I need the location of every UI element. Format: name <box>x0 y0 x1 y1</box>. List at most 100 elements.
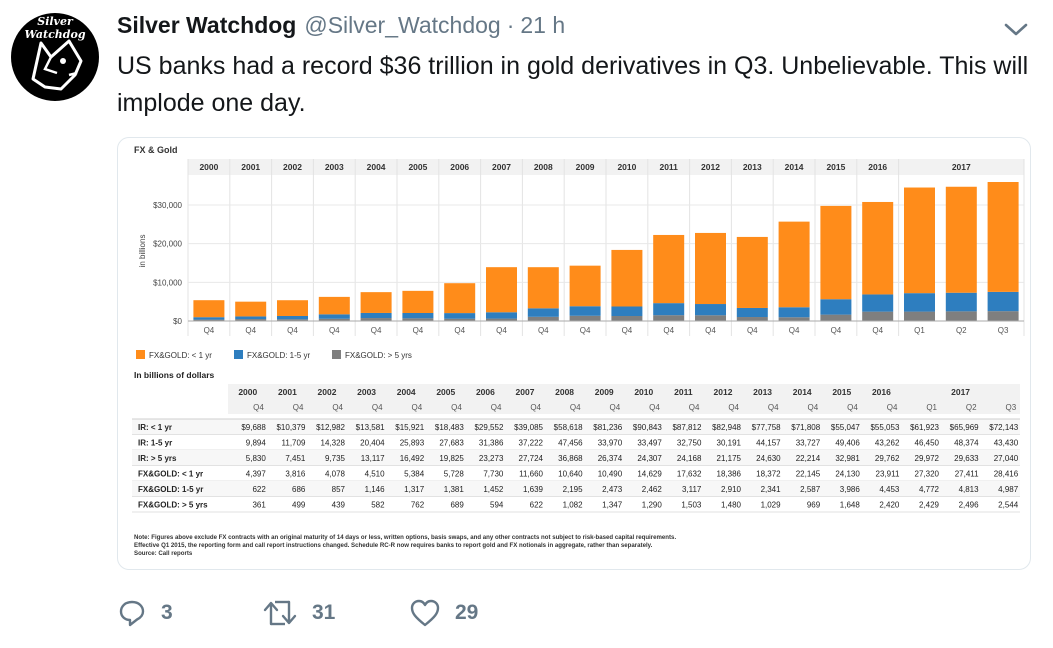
table-cell: $13,581 <box>356 423 385 432</box>
table-cell: 4,453 <box>879 485 900 494</box>
legend-label: FX&GOLD: 1-5 yr <box>247 351 310 360</box>
table-cell: 24,630 <box>756 454 781 463</box>
table-cell: 28,416 <box>994 470 1019 479</box>
table-cell: $72,143 <box>989 423 1018 432</box>
quarter-label: Q2 <box>956 326 967 335</box>
table-cell: 20,404 <box>360 439 385 448</box>
table-cell: 11,660 <box>519 470 543 479</box>
chevron-down-icon[interactable] <box>1003 22 1029 38</box>
table-cell: 686 <box>292 485 306 494</box>
retweet-button[interactable]: 31 <box>262 596 335 630</box>
year-label: 2010 <box>617 162 636 172</box>
like-button[interactable]: 29 <box>409 596 478 630</box>
bar-segment <box>695 232 726 305</box>
table-cell: 4,510 <box>365 470 386 479</box>
separator-dot: · <box>506 12 515 38</box>
table-year-header: 2017 <box>951 387 970 397</box>
table-cell: 26,374 <box>598 454 623 463</box>
table-cell: $71,808 <box>791 423 820 432</box>
display-name[interactable]: Silver Watchdog <box>117 12 297 38</box>
table-cell: $61,923 <box>910 423 939 432</box>
bar-segment <box>193 300 225 318</box>
table-cell: 857 <box>332 485 346 494</box>
quarter-label: Q4 <box>287 326 298 335</box>
quarter-label: Q4 <box>831 326 842 335</box>
table-year-header: 2007 <box>516 387 535 397</box>
quarter-label: Q4 <box>245 326 256 335</box>
table-year-header: 2003 <box>357 387 376 397</box>
table-cell: $18,483 <box>435 423 464 432</box>
table-cell: 10,640 <box>558 470 583 479</box>
bar-segment <box>235 301 267 317</box>
table-cell: 2,420 <box>879 501 900 510</box>
table-title: In billions of dollars <box>134 370 215 380</box>
table-cell: $29,552 <box>474 423 503 432</box>
bar-segment <box>987 182 1019 292</box>
table-quarter-header: Q4 <box>689 403 700 412</box>
table-year-header: 2013 <box>753 387 772 397</box>
bar-segment <box>527 267 559 309</box>
bar-segment <box>569 315 601 321</box>
user-handle[interactable]: @Silver_Watchdog <box>304 12 501 38</box>
table-row-label: IR: > 5 yrs <box>138 454 177 463</box>
bar-segment <box>193 319 225 321</box>
table-cell: 31,386 <box>479 439 504 448</box>
table-cell: 27,724 <box>519 454 544 463</box>
bar-segment <box>945 311 977 321</box>
tweet-media-card[interactable]: FX & Gold 2000 2001 2002 2003 2004 2005 2006 200… <box>117 137 1031 570</box>
table-cell: 2,910 <box>721 485 742 494</box>
table-year-header: 2001 <box>278 387 297 397</box>
table-cell: 762 <box>411 501 425 510</box>
retweet-count: 31 <box>312 601 336 624</box>
bar-segment <box>569 265 601 307</box>
timestamp[interactable]: 21 h <box>520 12 566 38</box>
bar-segment <box>235 316 267 320</box>
quarter-label: Q1 <box>914 326 925 335</box>
bar-segment <box>360 318 392 321</box>
bar-segment <box>611 306 643 317</box>
avatar[interactable]: Silver Watchdog <box>11 13 99 101</box>
bar-segment <box>193 317 225 320</box>
table-cell: 1,648 <box>840 501 861 510</box>
table-row-label: IR: < 1 yr <box>138 423 172 432</box>
bar-segment <box>402 318 434 321</box>
year-label: 2008 <box>534 162 553 172</box>
table-cell: 18,386 <box>717 470 742 479</box>
table-cell: 9,735 <box>325 454 346 463</box>
tweet-text: US banks had a record $36 trillion in go… <box>117 52 1029 117</box>
bar-segment <box>862 311 894 321</box>
table-year-header: 2009 <box>595 387 614 397</box>
table-cell: 622 <box>530 501 544 510</box>
y-axis-label: in billions <box>138 235 147 268</box>
table-cell: 439 <box>332 501 346 510</box>
table-cell: 22,214 <box>796 454 821 463</box>
y-tick-label: $30,000 <box>153 201 182 210</box>
quarter-label: Q4 <box>454 326 465 335</box>
table-year-header: 2005 <box>436 387 455 397</box>
table-cell: $9,688 <box>241 423 266 432</box>
bar-segment <box>862 201 894 295</box>
quarter-label: Q3 <box>998 326 1009 335</box>
table-cell: 11,709 <box>282 439 306 448</box>
year-label: 2012 <box>701 162 720 172</box>
quarter-label: Q4 <box>705 326 716 335</box>
table-cell: 3,986 <box>840 485 861 494</box>
reply-button[interactable]: 3 <box>117 596 173 630</box>
bar-segment <box>695 315 726 321</box>
year-label: 2009 <box>576 162 595 172</box>
table-row-label: FX&GOLD: > 5 yrs <box>138 501 208 510</box>
table-cell: 36,868 <box>558 454 583 463</box>
table-cell: 24,130 <box>835 470 860 479</box>
y-tick-label: $0 <box>173 317 182 326</box>
table-year-header: 2008 <box>555 387 574 397</box>
table-cell: 21,175 <box>717 454 742 463</box>
table-cell: 30,191 <box>717 439 742 448</box>
table-cell: 13,117 <box>361 454 385 463</box>
table-cell: $12,982 <box>316 423 345 432</box>
bar-segment <box>987 311 1019 321</box>
year-label: 2000 <box>199 162 218 172</box>
bar-segment <box>360 312 392 319</box>
bar-segment <box>486 312 517 319</box>
quarter-label: Q4 <box>789 326 800 335</box>
table-quarter-header: Q4 <box>768 403 779 412</box>
